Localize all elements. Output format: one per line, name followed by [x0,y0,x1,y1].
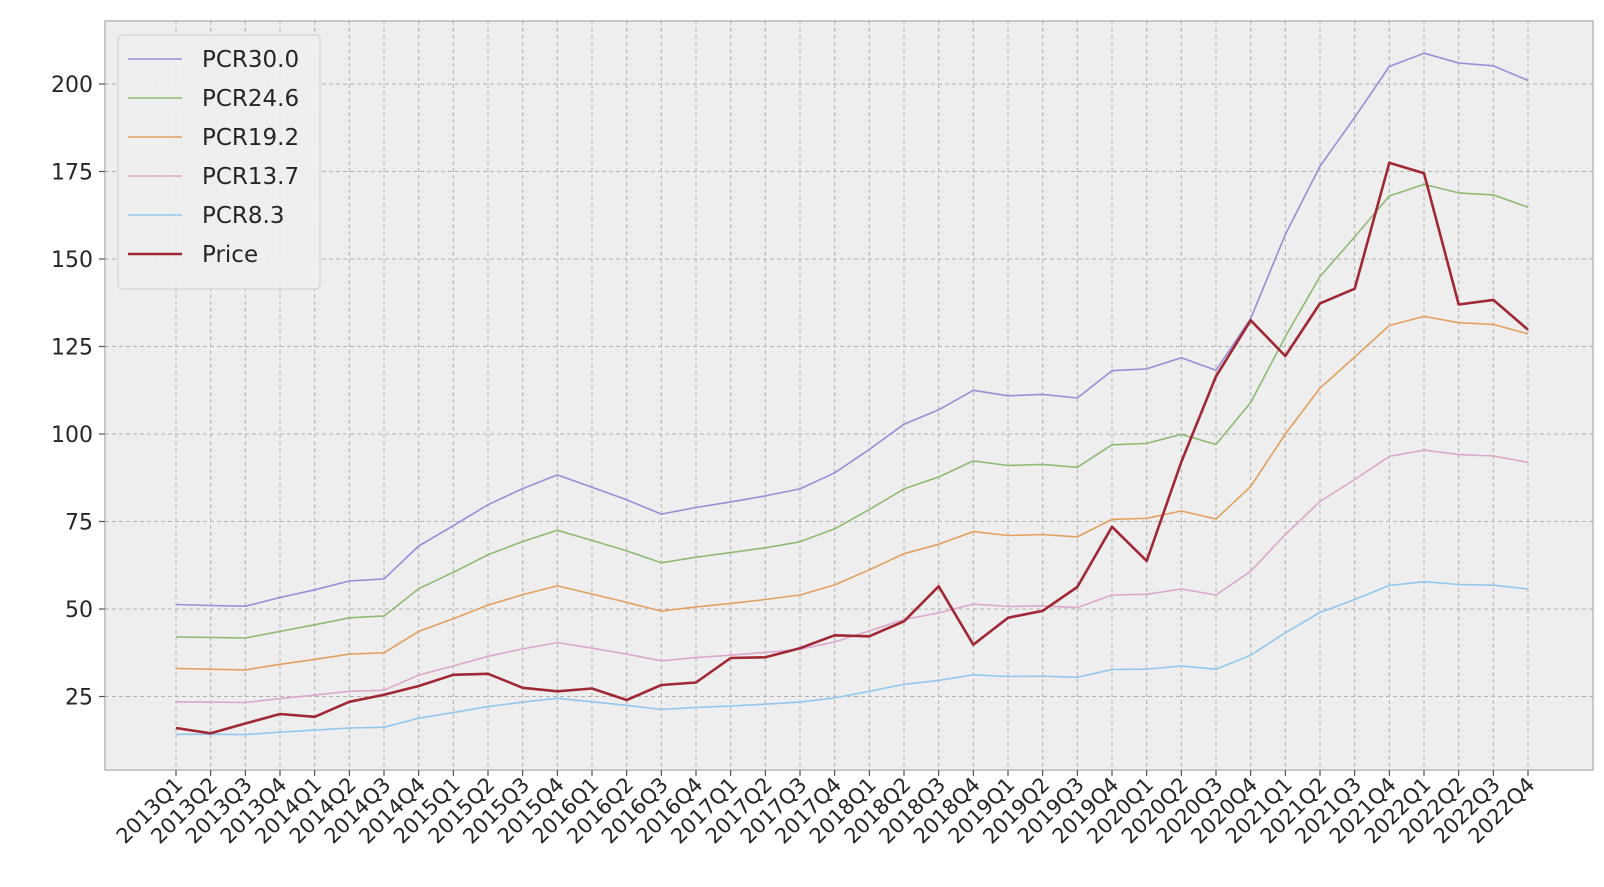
y-tick-label: 150 [51,248,93,273]
series-line-pcr8-3 [176,580,1529,736]
y-tick-label: 175 [51,161,93,186]
series-line-pcr19-2 [175,315,1529,671]
series-line-pcr24-6 [175,183,1529,639]
legend-label: PCR24.6 [202,86,299,112]
series-line-price [175,161,1529,735]
plot-background [104,20,1594,771]
series-line-pcr30-0 [175,52,1529,608]
legend-label: Price [202,242,258,268]
axes: 2550751001251501752002013Q12013Q22013Q32… [51,73,1540,848]
y-tick-label: 100 [51,423,93,448]
y-tick-label: 75 [65,511,93,536]
y-tick-label: 50 [65,598,93,623]
legend: PCR30.0 PCR24.6 PCR19.2 PCR13.7 PCR8.3 Price [117,34,321,290]
y-tick-label: 200 [51,73,93,98]
grid [105,21,1593,770]
legend-label: PCR19.2 [202,125,299,151]
y-tick-label: 25 [65,686,93,711]
series-lines [175,52,1529,736]
y-tick-label: 125 [51,336,93,361]
legend-label: PCR30.0 [202,47,299,73]
legend-label: PCR8.3 [202,203,285,229]
legend-label: PCR13.7 [202,164,299,190]
